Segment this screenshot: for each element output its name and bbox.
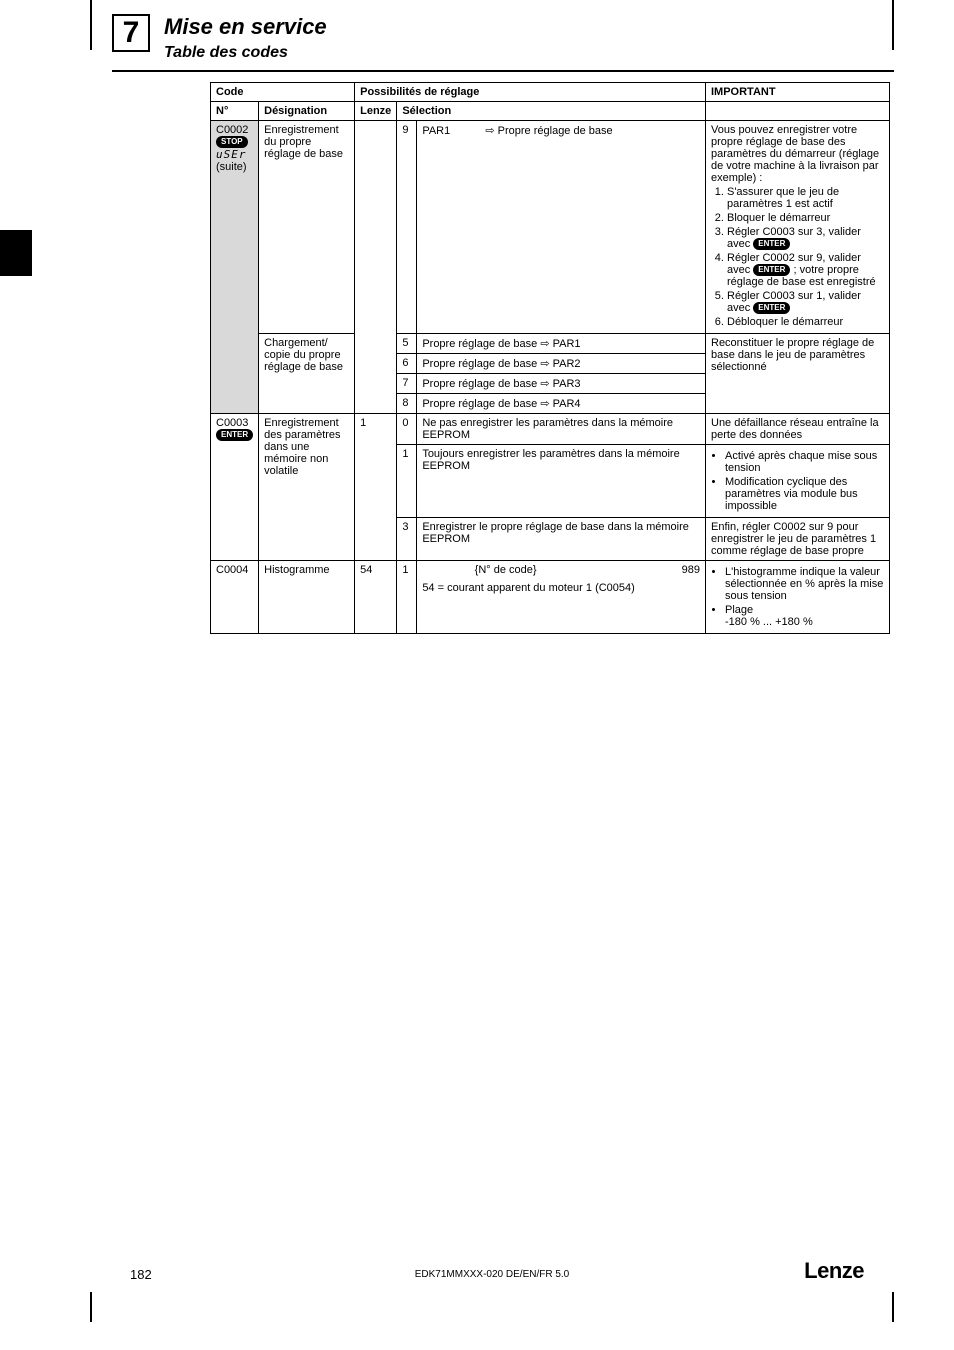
crop-mark-bottom-right xyxy=(892,1292,894,1322)
cell-c0003-lenze: 1 xyxy=(355,414,397,561)
cell-c0002-code-cont xyxy=(211,334,259,414)
cell-c0003-sel3-num: 3 xyxy=(397,518,417,561)
th-n: N° xyxy=(211,102,259,121)
cell-c0002-imp2: Reconstituer le propre réglage de base d… xyxy=(706,334,890,414)
step-5: Régler C0003 sur 1, valider avec ENTER xyxy=(727,290,884,314)
page-number: 182 xyxy=(130,1267,152,1282)
cell-c0004-code: C0004 xyxy=(211,561,259,634)
step-6: Débloquer le démarreur xyxy=(727,316,884,328)
imp1-steps: S'assurer que le jeu de paramètres 1 est… xyxy=(711,186,884,328)
c0003-imp1-b1: Activé après chaque mise sous tension xyxy=(725,450,884,474)
cell-c0002-sel9-num: 9 xyxy=(397,121,417,334)
th-poss: Possibilités de réglage xyxy=(355,83,706,102)
cell-c0003-imp0: Une défaillance réseau entraîne la perte… xyxy=(706,414,890,445)
cell-c0003-sel1: Toujours enregistrer les paramètres dans… xyxy=(417,445,706,518)
chapter-number: 7 xyxy=(112,14,150,52)
crop-mark-bottom-left xyxy=(90,1292,92,1322)
c0004-imp-b2: Plage-180 % ... +180 % xyxy=(725,604,884,628)
cell-c0002-sel9: PAR1 ⇨ Propre réglage de base xyxy=(417,121,706,334)
page-subtitle: Table des codes xyxy=(164,44,288,62)
cell-sel7-num: 7 xyxy=(397,374,417,394)
codes-table: Code Possibilités de réglage IMPORTANT N… xyxy=(210,82,890,634)
cell-c0004-lenze: 54 xyxy=(355,561,397,634)
cell-c0002-imp1: Vous pouvez enregistrer votre propre rég… xyxy=(706,121,890,334)
cell-c0003-imp1: Activé après chaque mise sous tension Mo… xyxy=(706,445,890,518)
page-footer: 182 EDK71MMXXX-020 DE/EN/FR 5.0 Lenze xyxy=(90,1258,894,1282)
cell-c0003-sel1-num: 1 xyxy=(397,445,417,518)
crop-mark-top-left xyxy=(90,0,92,50)
c0004-plage-range: -180 % ... +180 % xyxy=(725,616,813,628)
enter-pill-c0003: ENTER xyxy=(216,429,253,441)
stop-pill: STOP xyxy=(216,136,248,148)
step-2: Bloquer le démarreur xyxy=(727,212,884,224)
page-title: Mise en service xyxy=(164,14,327,40)
cell-c0003-sel3: Enregistrer le propre réglage de base da… xyxy=(417,518,706,561)
cell-sel8: Propre réglage de base ⇨ PAR4 xyxy=(417,394,706,414)
th-designation: Désignation xyxy=(259,102,355,121)
cell-c0002-lenze2 xyxy=(355,334,397,414)
code-c0003: C0003 xyxy=(216,417,248,429)
th-selection: Sélection xyxy=(397,102,706,121)
sel9-right: Propre réglage de base xyxy=(498,125,613,137)
c0004-sel-left: {N° de code} xyxy=(422,564,589,576)
crop-mark-top-right xyxy=(892,0,894,50)
suite-label: (suite) xyxy=(216,161,247,173)
cell-c0003-sel0-num: 0 xyxy=(397,414,417,445)
cell-c0004-imp: L'histogramme indique la valeur sélectio… xyxy=(706,561,890,634)
user-segment: uSEr xyxy=(216,148,247,161)
section-tab xyxy=(0,230,32,276)
sel9-arrow: ⇨ xyxy=(485,125,494,137)
page: 7 Mise en service Table des codes Code P… xyxy=(0,0,954,1350)
cell-c0004-sel-num: 1 xyxy=(397,561,417,634)
cell-sel5-num: 5 xyxy=(397,334,417,354)
cell-c0004-des: Histogramme xyxy=(259,561,355,634)
document-id: EDK71MMXXX-020 DE/EN/FR 5.0 xyxy=(415,1269,570,1280)
cell-c0003-des: Enregistrement des paramètres dans une m… xyxy=(259,414,355,561)
cell-sel5: Propre réglage de base ⇨ PAR1 xyxy=(417,334,706,354)
cell-c0003-code: C0003 ENTER xyxy=(211,414,259,561)
imp1-intro: Vous pouvez enregistrer votre propre rég… xyxy=(711,124,879,184)
cell-c0002-code: C0002 STOP uSEr (suite) xyxy=(211,121,259,334)
th-important-empty xyxy=(706,102,890,121)
sel9-left: PAR1 xyxy=(422,125,482,137)
cell-c0003-imp3: Enfin, régler C0002 sur 9 pour enregistr… xyxy=(706,518,890,561)
cell-sel8-num: 8 xyxy=(397,394,417,414)
c0004-sel-right: 989 xyxy=(682,564,700,576)
cell-sel6-num: 6 xyxy=(397,354,417,374)
step-4: Régler C0002 sur 9, valider avec ENTER ;… xyxy=(727,252,884,288)
c0004-plage-label: Plage xyxy=(725,604,753,616)
step5-text: Régler C0003 sur 1, valider avec xyxy=(727,290,861,314)
th-code: Code xyxy=(211,83,355,102)
cell-c0003-sel0: Ne pas enregistrer les paramètres dans l… xyxy=(417,414,706,445)
c0004-sel-note: 54 = courant apparent du moteur 1 (C0054… xyxy=(422,582,635,594)
cell-c0002-des2: Chargement/ copie du propre réglage de b… xyxy=(259,334,355,414)
enter-pill-3: ENTER xyxy=(753,302,790,314)
step3-text: Régler C0003 sur 3, valider avec xyxy=(727,226,861,250)
th-lenze: Lenze xyxy=(355,102,397,121)
cell-c0002-des1: Enregistrement du propre réglage de base xyxy=(259,121,355,334)
step-3: Régler C0003 sur 3, valider avec ENTER xyxy=(727,226,884,250)
cell-sel6: Propre réglage de base ⇨ PAR2 xyxy=(417,354,706,374)
th-important: IMPORTANT xyxy=(706,83,890,102)
cell-c0002-lenze1 xyxy=(355,121,397,334)
c0004-imp-b1: L'histogramme indique la valeur sélectio… xyxy=(725,566,884,602)
enter-pill-1: ENTER xyxy=(753,238,790,250)
brand-logo: Lenze xyxy=(804,1258,864,1284)
title-underline xyxy=(112,70,894,72)
cell-c0004-sel: {N° de code} 989 54 = courant apparent d… xyxy=(417,561,706,634)
cell-sel7: Propre réglage de base ⇨ PAR3 xyxy=(417,374,706,394)
c0003-imp1-b2: Modification cyclique des paramètres via… xyxy=(725,476,884,512)
step-1: S'assurer que le jeu de paramètres 1 est… xyxy=(727,186,884,210)
code-c0002: C0002 xyxy=(216,124,248,136)
enter-pill-2: ENTER xyxy=(753,264,790,276)
